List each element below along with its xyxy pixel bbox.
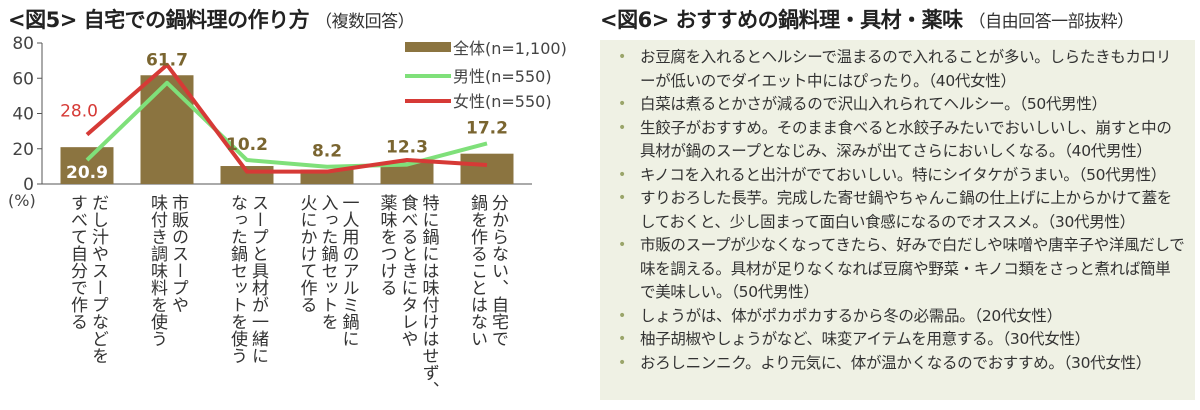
legend-swatch-overall <box>405 42 451 52</box>
recommendation-text: すりおろした長芋。完成した寄せ鍋やちゃんこ鍋の仕上げに上からかけて蓋をしておくと… <box>640 189 1173 231</box>
legend-label-male: 男性(n=550) <box>453 67 552 86</box>
legend-label-female: 女性(n=550) <box>453 92 552 111</box>
x-tick-label: 市販のスープや 味付き調味料を使う <box>147 194 188 347</box>
bar-overall <box>460 153 514 184</box>
recommendation-text: 白菜は煮るとかさが減るので沢山入れられてヘルシー。（50代男性） <box>640 95 1107 113</box>
figure6-title: <図6> おすすめの鍋料理・具材・薬味 （自由回答一部抜粋） <box>600 4 1134 34</box>
figure5-subtitle: （複数回答） <box>315 12 415 32</box>
recommendation-text: おろしニンニク。より元気に、体が温かくなるのでおすすめ。（30代女性） <box>640 353 1151 372</box>
x-tick-label: だし汁やスープなどを すべて自分で作る <box>67 194 108 364</box>
recommendation-text: 柚子胡椒やしょうがなど、味変アイテムを用意する。（30代女性） <box>640 330 1090 348</box>
figure5-title: <図5> 自宅での鍋料理の作り方 （複数回答） <box>8 4 415 34</box>
bullet-icon: • <box>618 331 626 347</box>
bar-data-label: 61.7 <box>146 50 188 70</box>
bar-data-label: 12.3 <box>386 137 428 157</box>
x-tick-label: 一人用のアルミ鍋に 入った鍋セットを 火にかけて作る <box>296 194 359 347</box>
female-data-label: 28.0 <box>60 102 98 122</box>
recommendation-item: • しょうがは、体がポカポカするから冬の必需品。（20代女性） <box>608 305 1185 329</box>
bullet-icon: • <box>618 166 626 183</box>
recommendations-panel: • お豆腐を入れるとヘルシーで温まるので入れることが多い。しらたきもカロリーが低い… <box>600 40 1195 400</box>
bar-overall <box>60 147 114 184</box>
x-tick-label: 特に鍋には味付けはせず、 食べるときにタレや 薬味をつける <box>376 194 439 398</box>
y-tick-label: 20 <box>12 140 34 160</box>
bar-overall <box>380 162 434 184</box>
recommendation-text: 市販のスープが少なくなってきたら、好みで白だしや味噌や唐辛子や洋風だしで味を調え… <box>640 236 1185 301</box>
figure5-title-text: <図5> 自宅での鍋料理の作り方 <box>8 8 310 32</box>
bar-data-label: 8.2 <box>312 142 342 162</box>
recommendation-text: 生餃子がおすすめ。そのまま食べると水餃子みたいでおいしいし、崩すと中の具材が鍋の… <box>640 118 1172 161</box>
y-tick-label: 60 <box>12 69 34 89</box>
recommendation-item: • すりおろした長芋。完成した寄せ鍋やちゃんこ鍋の仕上げに上からかけて蓋をしておく… <box>608 187 1185 234</box>
bullet-icon: • <box>618 190 626 206</box>
bullet-icon: • <box>618 307 626 324</box>
recommendation-item: • 生餃子がおすすめ。そのまま食べると水餃子みたいでおいしいし、崩すと中の具材が鍋… <box>608 117 1185 164</box>
recommendation-item: • キノコを入れると出汁がでておいしい。特にシイタケがうまい。（50代男性） <box>608 164 1185 188</box>
y-tick-label: 80 <box>12 34 34 54</box>
y-axis-label: (%) <box>8 191 36 210</box>
recommendation-item: • おろしニンニク。より元気に、体が温かくなるのでおすすめ。（30代女性） <box>608 352 1185 376</box>
bar-overall <box>140 75 194 184</box>
y-tick-label: 0 <box>23 175 34 195</box>
bullet-icon: • <box>618 354 626 371</box>
bullet-icon: • <box>618 96 626 112</box>
recommendation-text: お豆腐を入れるとヘルシーで温まるので入れることが多い。しらたきもカロリーが低いの… <box>640 48 1172 90</box>
x-tick-label: 分からない、自宅で 鍋を作ることはない <box>467 194 508 347</box>
bar-data-label: 20.9 <box>66 163 108 183</box>
recommendations-list: • お豆腐を入れるとヘルシーで温まるので入れることが多い。しらたきもカロリーが低い… <box>608 46 1185 375</box>
recommendation-item: • 柚子胡椒やしょうがなど、味変アイテムを用意する。（30代女性） <box>608 328 1185 352</box>
line-female <box>85 62 488 174</box>
bullet-icon: • <box>618 119 626 136</box>
figure5-chart: 0 20 40 60 80 (%) 20.9 61.7 10.2 8.2 12.3 17.2 28.0 全… <box>8 34 567 210</box>
recommendation-item: • 白菜は煮るとかさが減るので沢山入れられてヘルシー。（50代男性） <box>608 93 1185 117</box>
bullet-icon: • <box>618 49 626 65</box>
recommendation-item: • 市販のスープが少なくなってきたら、好みで白だしや味噌や唐辛子や洋風だしで味を調… <box>608 234 1185 305</box>
recommendation-text: しょうがは、体がポカポカするから冬の必需品。（20代女性） <box>640 306 1062 325</box>
x-tick-label: スープと具材が一緒に なった鍋セットを使う <box>227 194 268 364</box>
recommendation-text: キノコを入れると出汁がでておいしい。特にシイタケがうまい。（50代男性） <box>640 165 1167 184</box>
y-tick-label: 40 <box>12 105 34 125</box>
bullet-icon: • <box>618 237 626 253</box>
recommendation-item: • お豆腐を入れるとヘルシーで温まるので入れることが多い。しらたきもカロリーが低い… <box>608 46 1185 93</box>
figure6-subtitle: （自由回答一部抜粋） <box>968 12 1135 32</box>
figure6-title-text: <図6> おすすめの鍋料理・具材・薬味 <box>600 8 963 32</box>
bar-data-label: 10.2 <box>226 135 268 155</box>
bar-data-label: 17.2 <box>466 118 508 138</box>
legend-label-overall: 全体(n=1,100) <box>453 39 567 58</box>
